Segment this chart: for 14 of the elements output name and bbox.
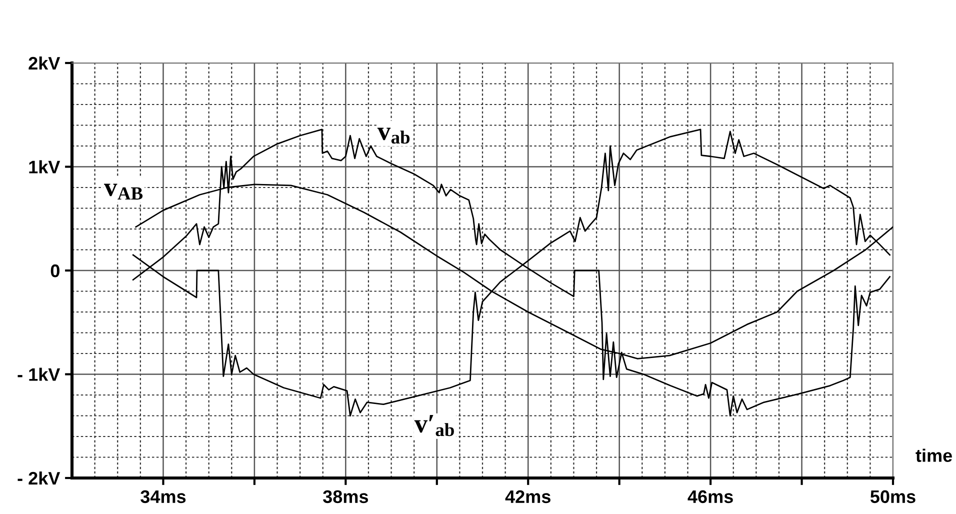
y-tick-label: 1kV [29, 160, 60, 174]
series-label: v$_{AB}$ [104, 184, 143, 200]
x-tick-label: 34ms [140, 490, 186, 504]
y-tick-label: 0 [50, 264, 60, 278]
x-tick-label: 50ms [870, 490, 916, 504]
x-axis-title: time [916, 448, 952, 462]
series-label: v′$_{ab}$ [414, 415, 454, 436]
y-tick-label: - 2kV [18, 471, 60, 485]
x-tick-label: 46ms [688, 490, 733, 504]
x-tick-label: 42ms [505, 490, 550, 504]
y-tick-label: 2kV [28, 56, 60, 70]
x-tick-label: 38ms [322, 490, 368, 504]
series-label: v$_{ab}$ [377, 128, 410, 144]
y-tick-label: - 1kV [18, 368, 60, 381]
